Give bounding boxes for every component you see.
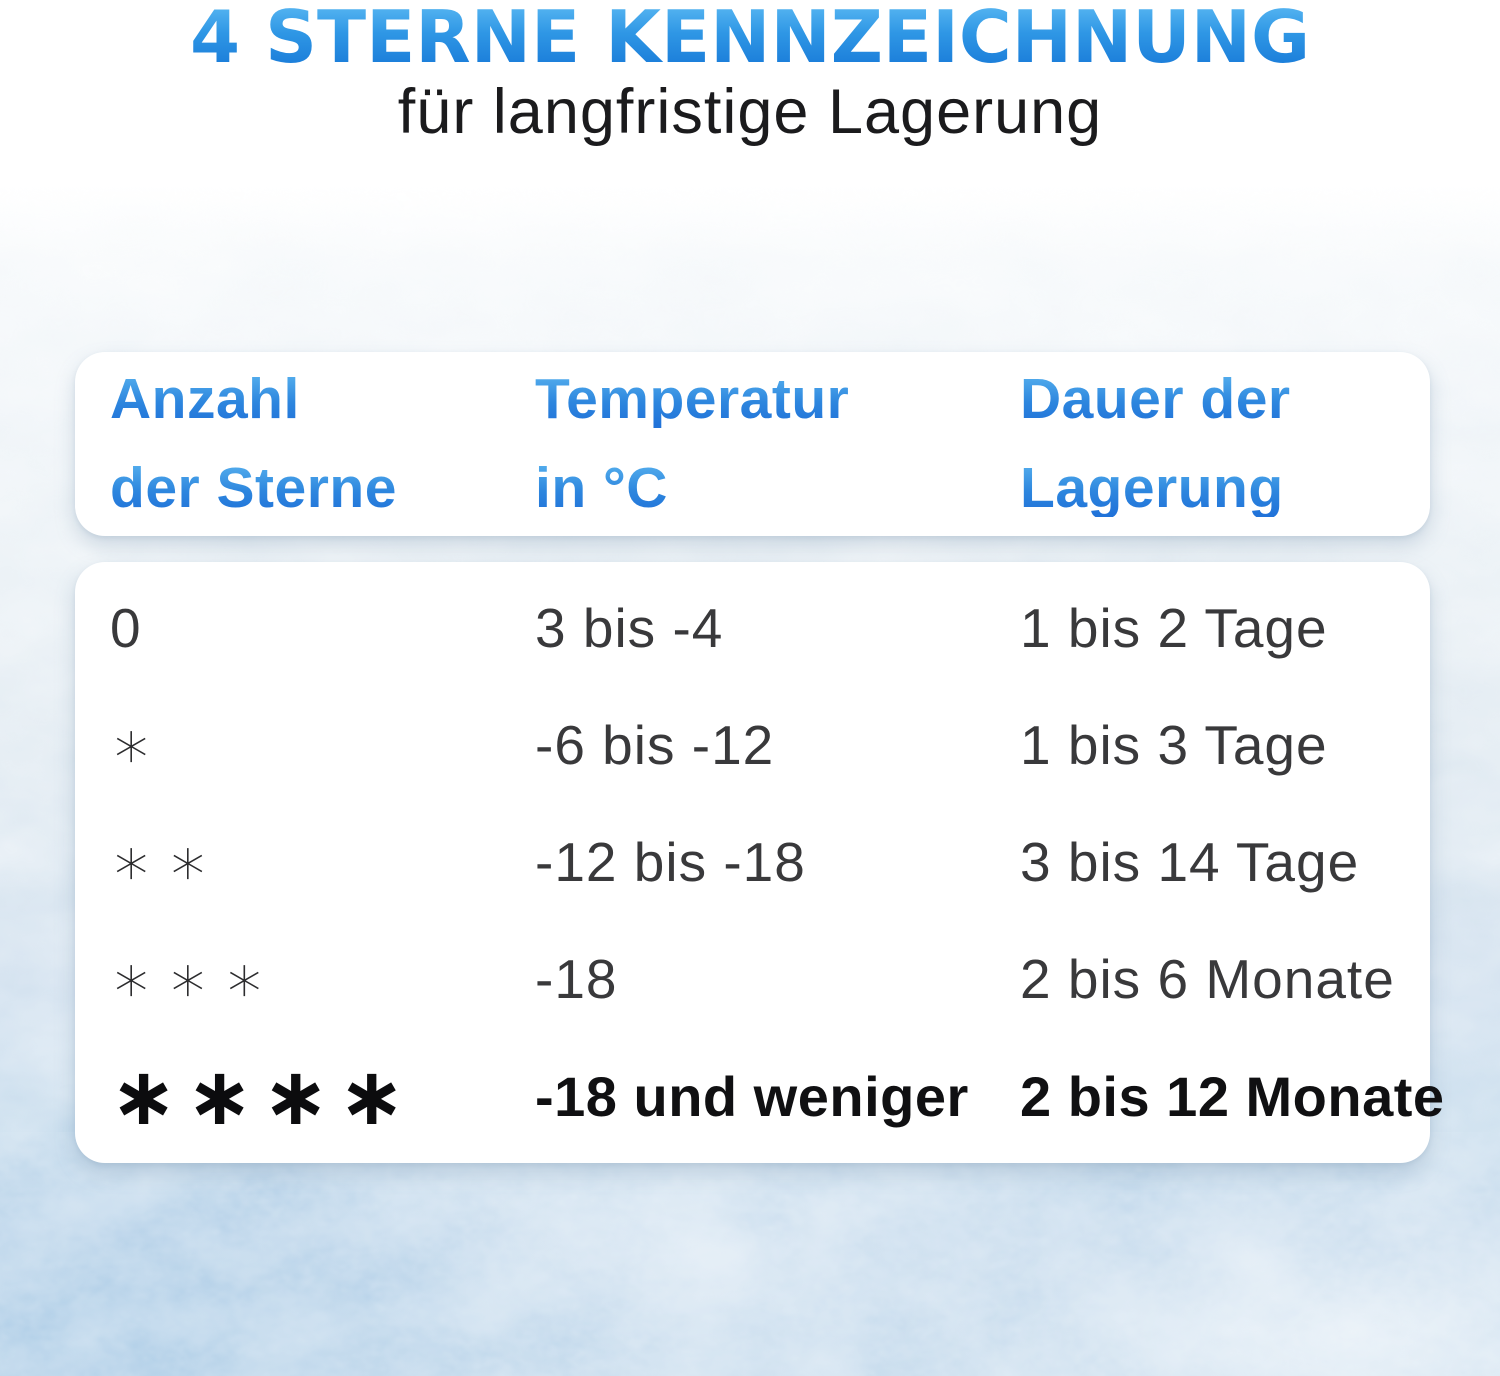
star-rating-cell: 0 xyxy=(110,597,142,659)
star-rating-cell: ∗∗∗∗ xyxy=(110,1049,415,1143)
temperature-cell: -18 und weniger xyxy=(535,1064,969,1128)
column-header-temperature-line1: Temperatur xyxy=(535,371,1020,428)
temperature-cell: -12 bis -18 xyxy=(535,831,806,893)
table-row-3-stars: ∗∗∗ -18 2 bis 6 Monate xyxy=(110,921,1395,1038)
duration-cell: 2 bis 6 Monate xyxy=(1020,948,1395,1010)
column-header-stars-line1: Anzahl xyxy=(110,371,535,428)
page-title: 4 STERNE KENNZEICHNUNG xyxy=(0,0,1500,73)
table-row-1-star: ∗ -6 bis -12 1 bis 3 Tage xyxy=(110,687,1395,804)
table-body-card: 0 3 bis -4 1 bis 2 Tage ∗ -6 bis -12 1 b… xyxy=(75,562,1444,1163)
column-header-duration-line1: Dauer der xyxy=(1020,371,1395,428)
temperature-cell: 3 bis -4 xyxy=(535,597,724,659)
page-subtitle: für langfristige Lagerung xyxy=(397,77,1103,147)
column-header-stars-line2: der Sterne xyxy=(110,460,535,517)
temperature-cell: -18 xyxy=(535,948,618,1010)
star-rating-cell: ∗ xyxy=(110,705,167,785)
star-rating-cell: ∗∗∗ xyxy=(110,939,280,1019)
duration-cell: 3 bis 14 Tage xyxy=(1020,831,1360,893)
column-header-temperature: Temperatur in °C xyxy=(535,371,1020,517)
column-header-duration-line2: Lagerung xyxy=(1020,460,1395,517)
column-header-duration: Dauer der Lagerung xyxy=(1020,371,1395,517)
temperature-cell: -6 bis -12 xyxy=(535,714,775,776)
duration-cell: 2 bis 12 Monate xyxy=(1020,1064,1445,1128)
table-row-2-stars: ∗∗ -12 bis -18 3 bis 14 Tage xyxy=(110,804,1395,921)
duration-cell: 1 bis 2 Tage xyxy=(1020,597,1328,659)
column-header-stars: Anzahl der Sterne xyxy=(110,371,535,517)
duration-cell: 1 bis 3 Tage xyxy=(1020,714,1328,776)
column-header-temperature-line2: in °C xyxy=(535,460,1020,517)
title-block: 4 STERNE KENNZEICHNUNG für langfristige … xyxy=(0,0,1500,144)
table-header-card: Anzahl der Sterne Temperatur in °C Dauer… xyxy=(75,352,1430,536)
table-row-4-stars-highlighted: ∗∗∗∗ -18 und weniger 2 bis 12 Monate xyxy=(110,1038,1444,1155)
table-row-0-stars: 0 3 bis -4 1 bis 2 Tage xyxy=(110,570,1395,687)
star-rating-cell: ∗∗ xyxy=(110,822,224,902)
